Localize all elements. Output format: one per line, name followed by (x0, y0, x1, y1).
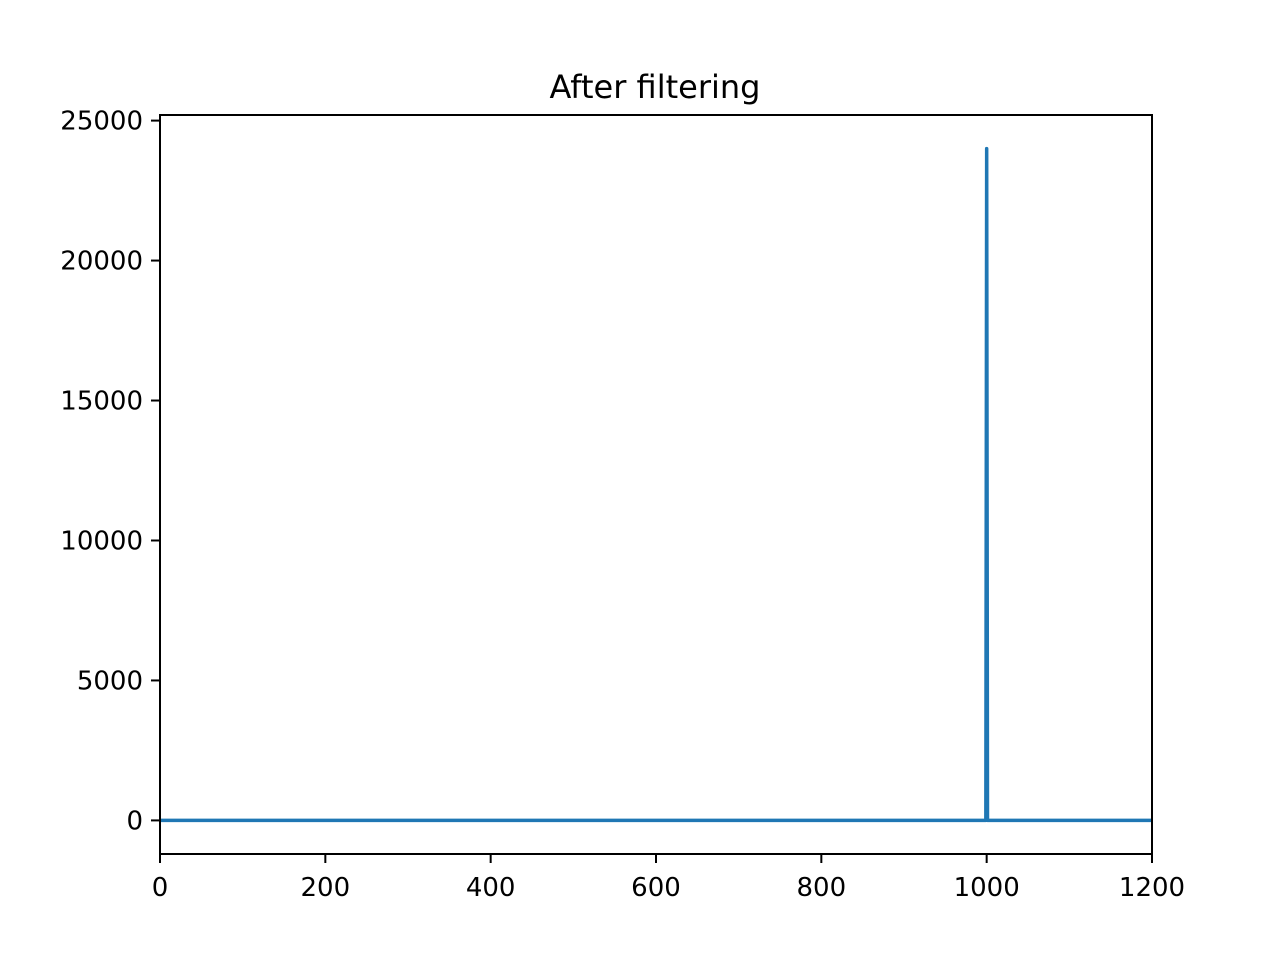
axes: 0 200 400 600 800 1000 1200 0 5000 10000 15000 2000… (60, 107, 1185, 903)
y-tick-label: 20000 (60, 247, 143, 277)
x-tick-label: 1000 (954, 873, 1020, 903)
chart-title: After filtering (550, 68, 761, 106)
x-tick-label: 800 (797, 873, 847, 903)
y-tick-label: 5000 (77, 666, 143, 696)
plot-area (160, 146, 1152, 823)
y-tick-label: 10000 (60, 526, 143, 556)
x-tick-label: 200 (301, 873, 351, 903)
x-tick-label: 400 (466, 873, 516, 903)
y-tick-label: 0 (126, 806, 143, 836)
y-tick-label: 25000 (60, 107, 143, 137)
y-tick-label: 15000 (60, 387, 143, 417)
x-tick-label: 1200 (1119, 873, 1185, 903)
x-tick-label: 600 (631, 873, 681, 903)
x-tick-label: 0 (152, 873, 169, 903)
series-line-0 (160, 146, 1152, 823)
